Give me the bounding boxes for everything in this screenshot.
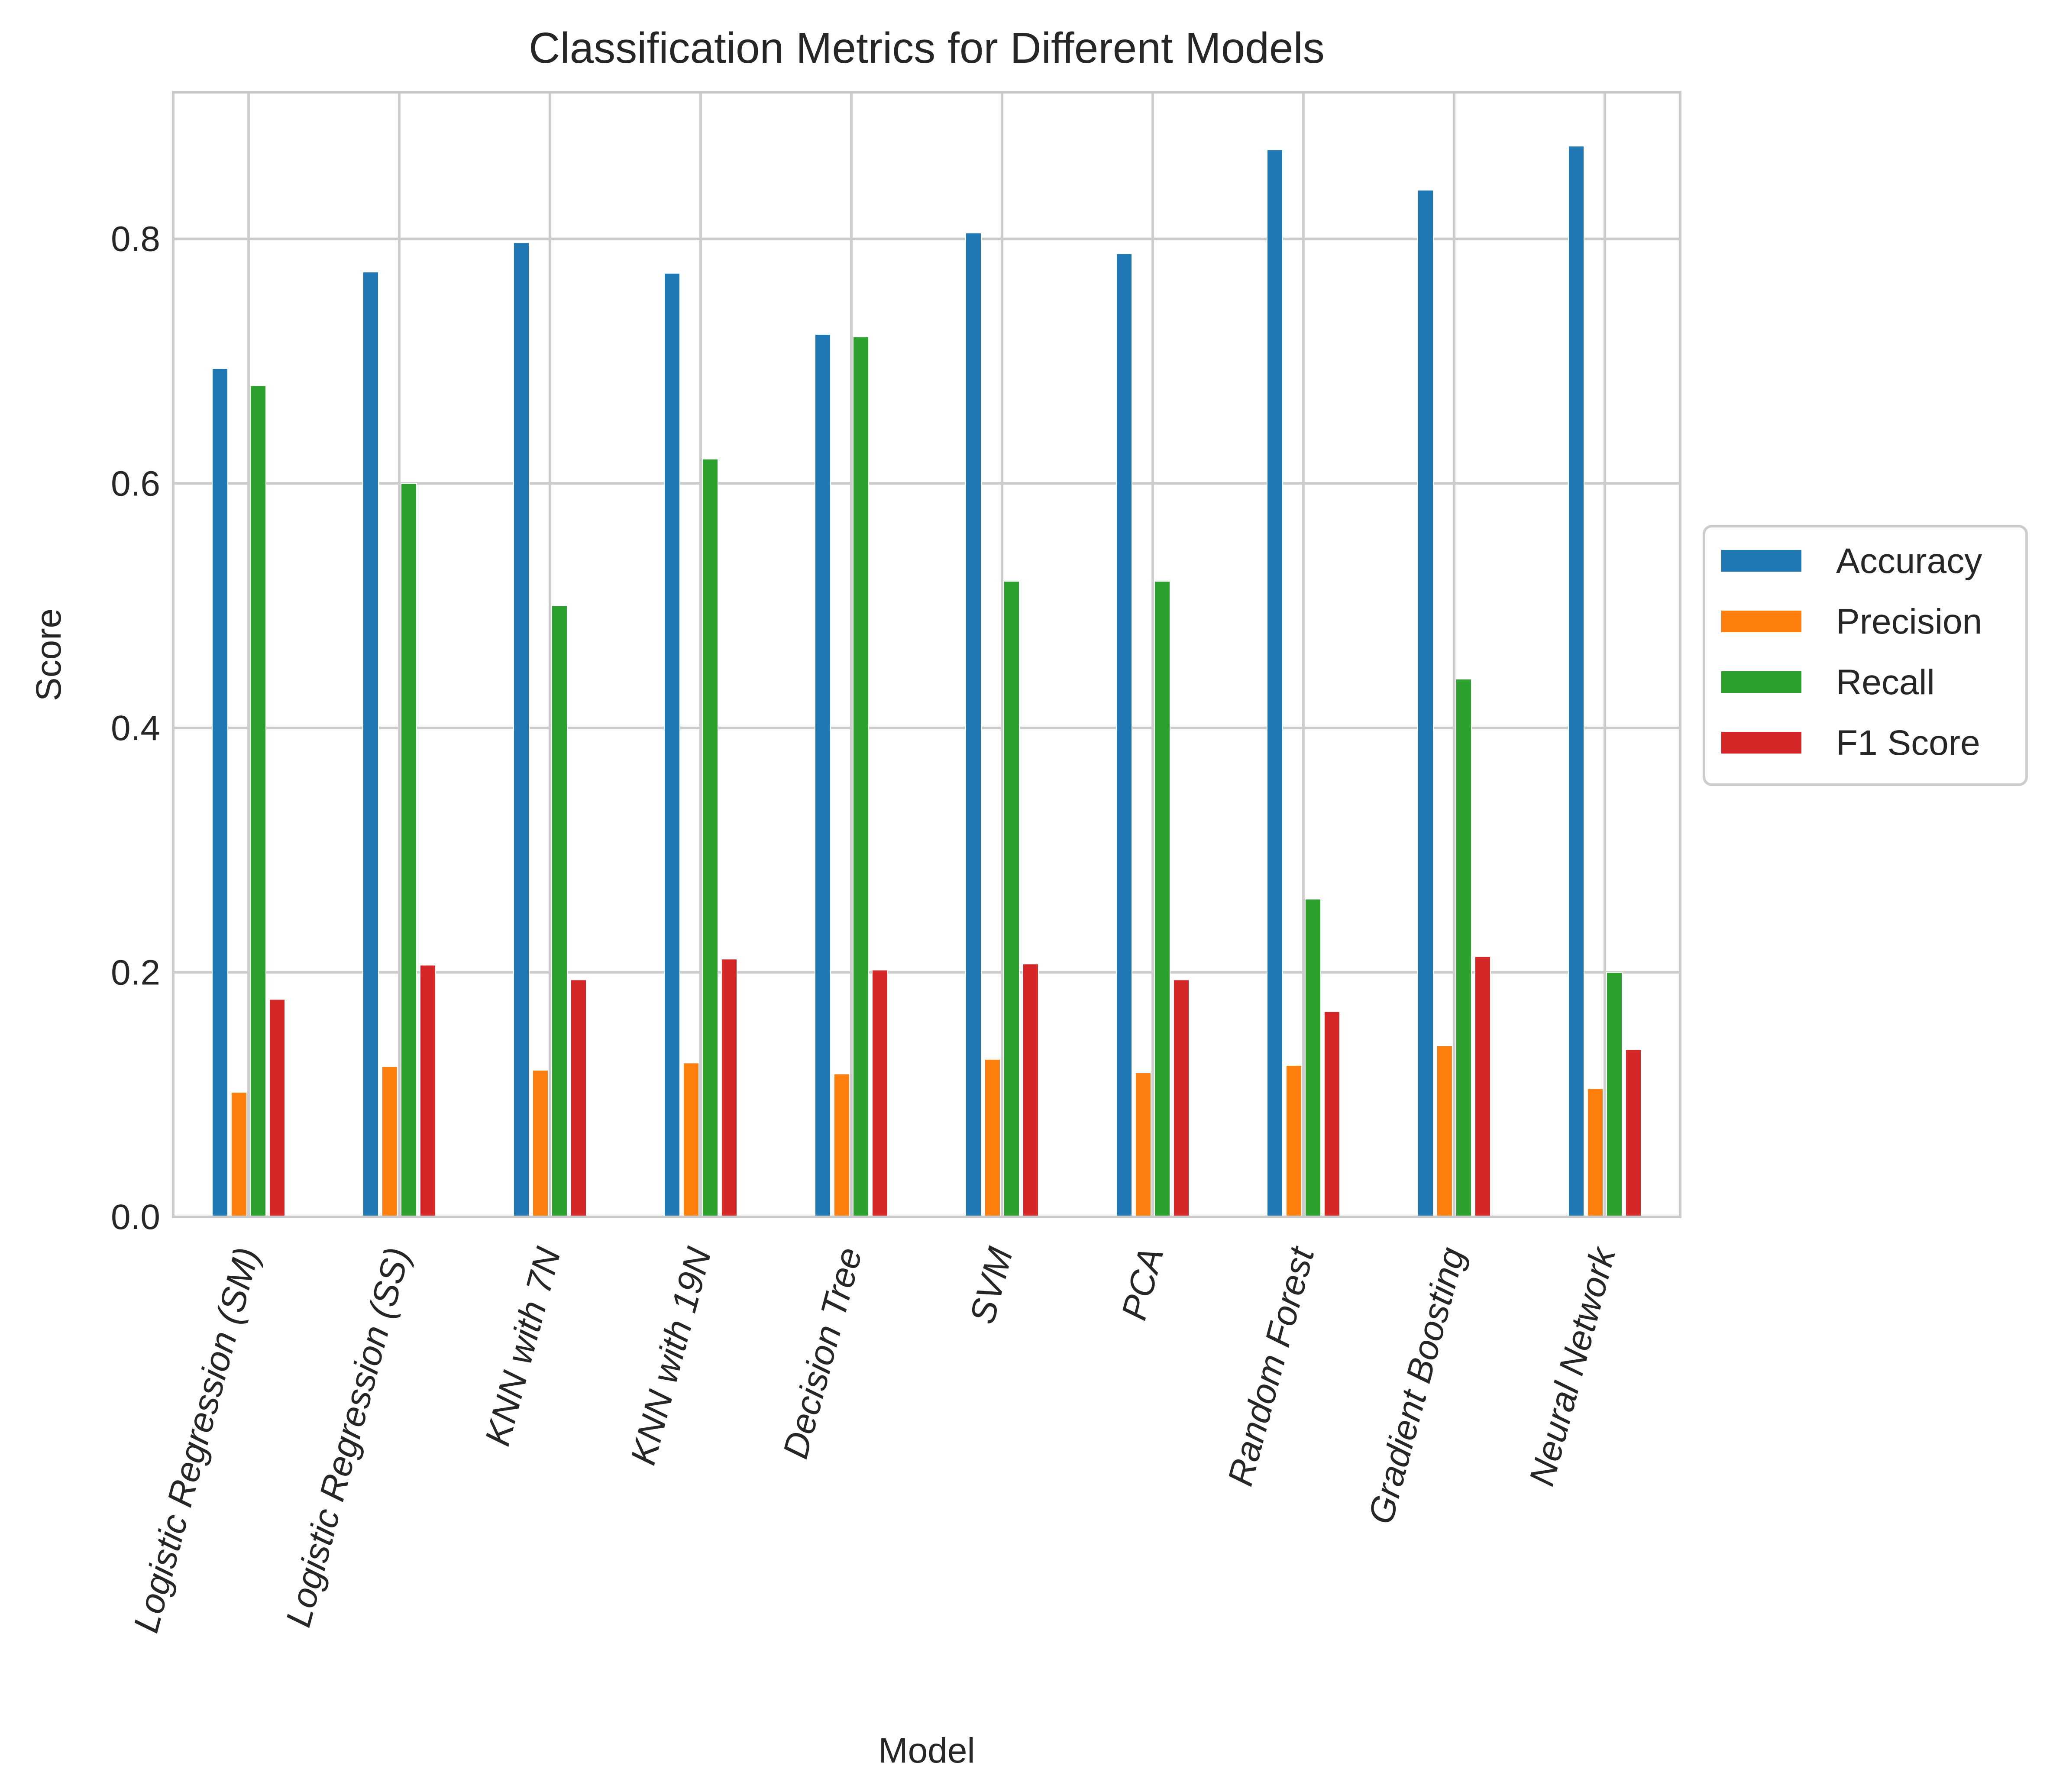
bar-f1-score [570,979,587,1218]
bar-accuracy [1267,149,1283,1217]
bar-recall [1154,581,1170,1217]
bar-precision [1587,1088,1604,1217]
bar-accuracy [965,232,982,1217]
bar-accuracy [513,242,530,1218]
bar-precision [683,1062,699,1218]
legend-frame [1703,525,2028,786]
bar-precision [984,1058,1001,1218]
legend-label: Recall [1836,663,1935,702]
bar-f1-score [872,969,888,1217]
bar-recall [250,385,266,1217]
y-tick-label: 0.4 [111,708,160,748]
bar-f1-score [1173,979,1190,1218]
bar-precision [231,1092,247,1218]
bar-accuracy [1116,253,1132,1217]
bar-recall [702,458,718,1217]
bar-precision [382,1066,398,1218]
legend-swatch [1721,550,1801,572]
bar-precision [834,1073,850,1217]
plot-frame [172,91,1681,1218]
bar-f1-score [1625,1049,1642,1217]
bar-recall [1305,899,1321,1217]
bar-recall [1455,678,1472,1217]
y-tick-label: 0.0 [111,1197,160,1237]
legend: Accuracy Precision Recall F1 Score [1703,525,2028,786]
bar-recall [1003,581,1020,1217]
y-tick-label: 0.6 [111,464,160,503]
legend-label: Accuracy [1836,541,1982,581]
bar-f1-score [269,999,285,1217]
bar-recall [1606,972,1623,1218]
bar-accuracy [815,333,831,1217]
bar-f1-score [420,964,436,1217]
chart-title: Classification Metrics for Different Mod… [529,24,1325,72]
bar-f1-score [1474,956,1491,1217]
x-axis-label: Model [878,1731,975,1770]
bar-accuracy [1417,189,1434,1217]
bar-accuracy [664,272,680,1217]
bar-accuracy [362,271,379,1218]
bar-f1-score [1324,1011,1340,1217]
bar-layer [212,146,1642,1218]
y-tick-labels: 0.0 0.2 0.4 0.6 0.8 [111,220,160,1237]
bar-precision [532,1070,549,1218]
y-axis-label: Score [29,608,68,701]
legend-swatch [1721,671,1801,693]
grid-layer [173,92,1680,1217]
bar-recall [401,483,417,1217]
bar-f1-score [1022,963,1039,1218]
legend-swatch [1721,611,1801,632]
y-tick-label: 0.8 [111,220,160,259]
bar-recall [551,605,568,1217]
y-tick-label: 0.2 [111,953,160,992]
bar-f1-score [721,958,737,1218]
bar-precision [1135,1072,1151,1217]
bar-precision [1436,1045,1453,1218]
legend-items: Accuracy Precision Recall F1 Score [1721,541,1982,763]
bar-accuracy [1568,146,1584,1217]
bar-accuracy [212,368,228,1217]
legend-swatch [1721,732,1801,754]
legend-label: F1 Score [1836,723,1980,763]
bar-recall [853,336,869,1218]
bar-precision [1286,1064,1302,1217]
legend-label: Precision [1836,602,1982,641]
